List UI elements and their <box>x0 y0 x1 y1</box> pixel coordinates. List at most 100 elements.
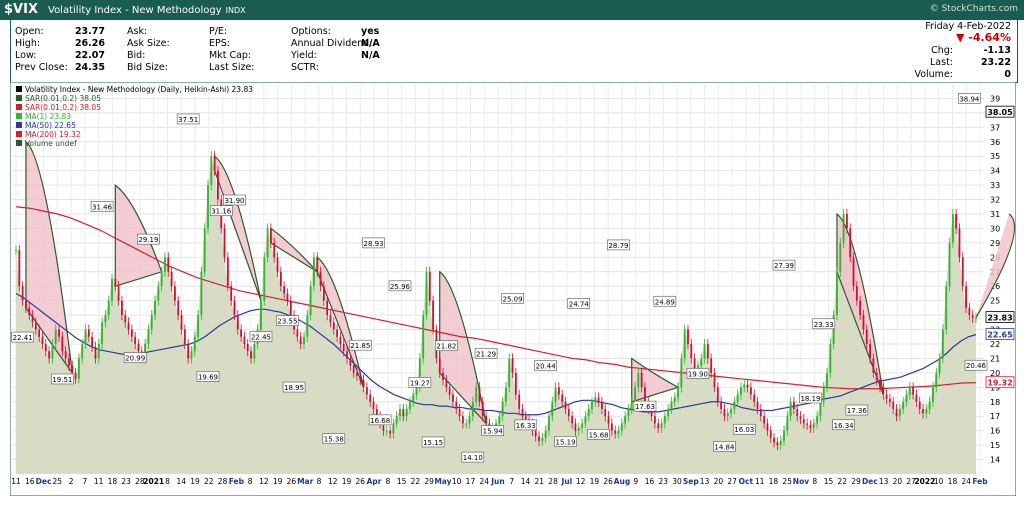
y-tick-label: 34 <box>990 167 1000 176</box>
candle-body <box>723 409 726 417</box>
candle-body <box>806 423 809 425</box>
bid-size-label: Bid Size: <box>127 62 168 73</box>
candle-body <box>975 317 977 319</box>
candle-body <box>452 394 454 402</box>
low-label: Low: <box>15 50 37 61</box>
x-tick-label: Feb <box>972 477 988 486</box>
candle-body <box>640 372 643 388</box>
candle-body <box>226 257 229 287</box>
candle-body <box>889 398 891 402</box>
candle-body <box>945 286 948 330</box>
candle-body <box>58 329 60 337</box>
x-tick-label: 8 <box>385 477 390 486</box>
x-tick-label: 26 <box>603 477 613 486</box>
candle-body <box>313 257 315 287</box>
brand-logo[interactable]: © StockCharts.com <box>929 4 1018 14</box>
candle-body <box>703 344 706 359</box>
candle-body <box>514 372 517 395</box>
legend-swatch <box>16 122 22 128</box>
candle-body <box>720 401 723 409</box>
annotation-label: 15.19 <box>555 438 575 446</box>
candle-body <box>587 409 590 417</box>
candle-body <box>740 387 742 395</box>
candle-body <box>670 401 673 409</box>
ticker-symbol[interactable]: $VIX <box>4 2 38 17</box>
x-tick-label: Sep <box>683 477 699 486</box>
annotation-box <box>799 392 822 404</box>
candle-body <box>922 409 924 414</box>
x-tick-label: 16 <box>645 477 655 486</box>
annotation-box <box>501 293 524 304</box>
annotation-label: 29.19 <box>138 236 158 244</box>
annotation-label: 17.36 <box>847 407 868 415</box>
candle-body <box>478 387 481 402</box>
candle-body <box>432 300 435 330</box>
candle-body <box>395 416 398 424</box>
candle-body <box>240 329 243 337</box>
last-value-box <box>985 376 1015 389</box>
x-tick-label: 28 <box>548 477 558 486</box>
candle-body <box>157 286 160 301</box>
annotation-label: 31.16 <box>211 208 232 216</box>
candle-body <box>468 416 471 424</box>
candle-body <box>25 300 27 308</box>
candle-body <box>233 300 236 316</box>
candle-body <box>564 401 567 409</box>
candle-body <box>402 409 405 417</box>
x-tick-label: 20 <box>893 477 903 486</box>
x-tick-label: 12 <box>328 477 338 486</box>
x-tick-label: 10 <box>452 477 462 486</box>
x-tick-label: 30 <box>672 477 682 486</box>
annotation-box <box>713 441 736 452</box>
candle-body <box>54 329 57 344</box>
candle-body <box>783 430 785 441</box>
x-tick-label: 26 <box>287 477 297 486</box>
legend-swatch <box>16 104 22 110</box>
candle-body <box>769 430 772 438</box>
candle-body <box>951 214 954 243</box>
annotation-box <box>514 419 538 431</box>
candle-body <box>203 228 206 272</box>
candle-body <box>193 336 196 352</box>
chart-svg: 1415161718192021222324252627282930313233… <box>9 81 1017 497</box>
legend-entry: Volume undef <box>25 139 77 148</box>
annotation-box <box>249 331 273 342</box>
candle-body <box>918 401 921 409</box>
candle-body <box>210 156 213 186</box>
candle-body <box>38 329 41 337</box>
candle-body <box>885 394 888 399</box>
x-tick-label: 27 <box>727 477 737 486</box>
candle-body <box>521 409 524 417</box>
change-value: -1.13 <box>983 45 1011 56</box>
candle-body <box>935 372 938 388</box>
annotation-label: 14.10 <box>463 454 483 462</box>
candle-body <box>405 409 408 417</box>
x-tick-label: Aug <box>614 477 631 486</box>
candle-body <box>941 329 944 359</box>
annotation-label: 28.79 <box>608 242 628 250</box>
candle-body <box>591 401 593 409</box>
ask-size-label: Ask Size: <box>127 38 170 49</box>
x-tick-label: 28 <box>218 477 228 486</box>
candle-body <box>673 397 676 402</box>
legend-entry: Volatility Index - New Methodology (Dail… <box>25 85 253 94</box>
x-tick-label: 29 <box>424 477 434 486</box>
annotation-label: 15.38 <box>324 436 344 444</box>
y-tick-label: 20 <box>990 369 1000 378</box>
candle-body <box>938 358 941 373</box>
title-bar: $VIX Volatility Index - New Methodology I… <box>0 0 1024 20</box>
annotation-label: 25.09 <box>503 295 523 303</box>
candle-body <box>690 344 693 359</box>
candle-body <box>627 409 630 417</box>
x-tick-label: 7 <box>82 477 87 486</box>
candle-body <box>971 315 974 318</box>
last-value-box <box>985 328 1015 341</box>
x-tick-label: 20 <box>714 477 724 486</box>
candle-body <box>766 423 769 431</box>
price-chart[interactable]: 1415161718192021222324252627282930313233… <box>9 81 1017 497</box>
y-tick-label: 18 <box>990 398 1000 407</box>
candle-body <box>879 380 881 388</box>
candle-body <box>700 358 703 366</box>
legend-swatch <box>16 131 22 137</box>
candle-body <box>538 436 540 441</box>
